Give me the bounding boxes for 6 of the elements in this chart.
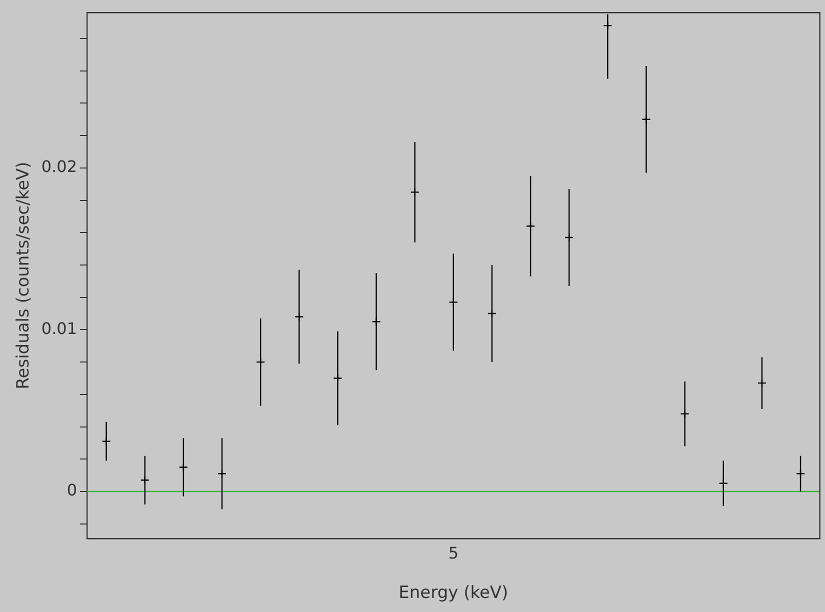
x-axis-title: Energy (keV) bbox=[398, 583, 508, 604]
y-tick-label: 0.01 bbox=[41, 318, 78, 338]
y-axis-title: Residuals (counts/sec/keV) bbox=[14, 162, 34, 390]
y-tick-label: 0 bbox=[66, 480, 78, 500]
text: 5 bbox=[448, 544, 459, 563]
y-tick-label: 0.02 bbox=[41, 157, 78, 176]
